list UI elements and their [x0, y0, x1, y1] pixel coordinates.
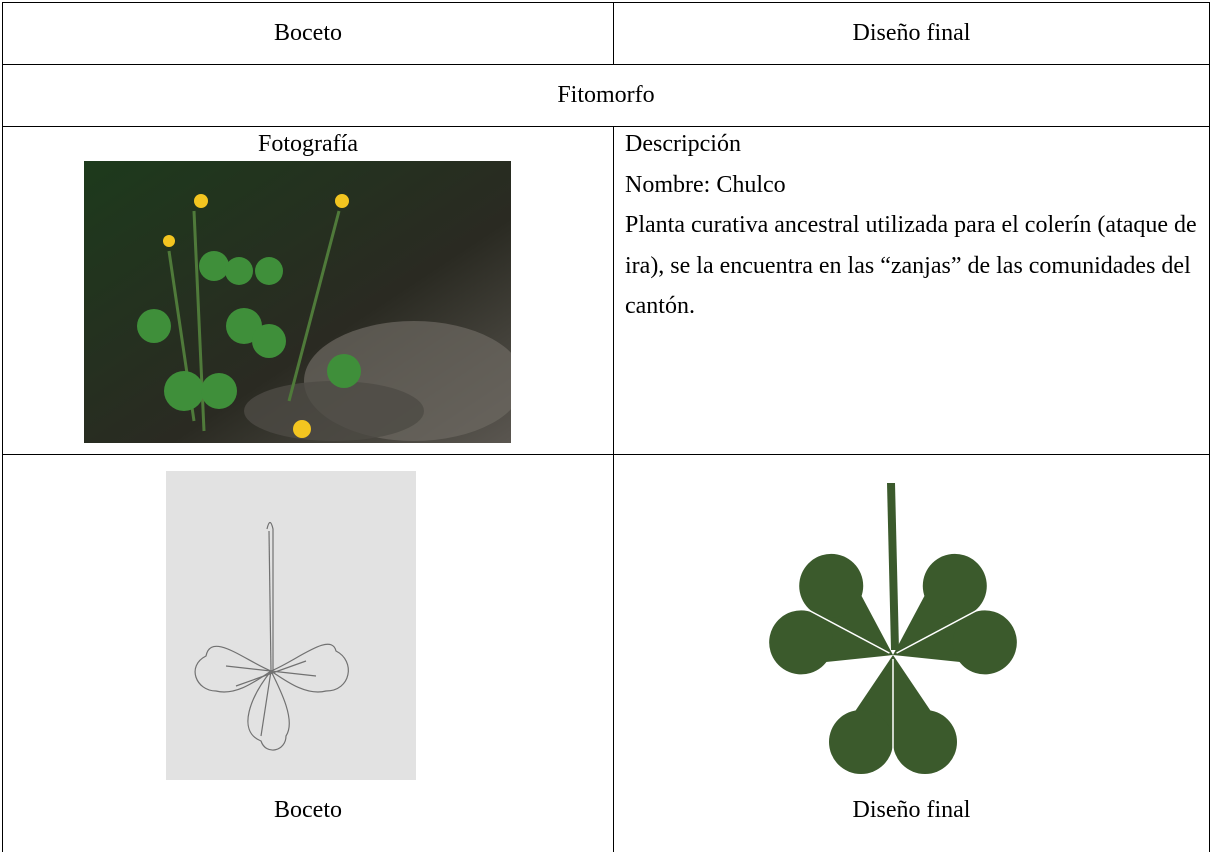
- photo-caption: Fotografía: [258, 131, 358, 157]
- description-text: Planta curativa ancestral utilizada para…: [625, 212, 1197, 319]
- description-heading: Descripción: [625, 131, 741, 157]
- caption: Boceto: [274, 797, 342, 823]
- plant-name: Nombre: Chulco: [625, 171, 786, 198]
- table-border: [1209, 2, 1210, 852]
- header-cell: Boceto: [274, 20, 342, 46]
- clover-design: [760, 483, 1029, 774]
- table-border: [2, 2, 1210, 3]
- description: Descripción Nombre: Chulco Planta curati…: [625, 124, 1205, 327]
- table-border: [613, 126, 614, 852]
- caption: Diseño final: [852, 797, 971, 823]
- sketch-image: [166, 471, 416, 780]
- table-border: [2, 126, 1210, 127]
- table-border: [2, 2, 3, 852]
- table-border: [2, 64, 1210, 65]
- section-title: Fitomorfo: [557, 82, 655, 108]
- table-border: [613, 2, 614, 64]
- header-cell: Diseño final: [852, 20, 971, 46]
- plant-photo: [84, 161, 511, 443]
- table-border: [2, 454, 1210, 455]
